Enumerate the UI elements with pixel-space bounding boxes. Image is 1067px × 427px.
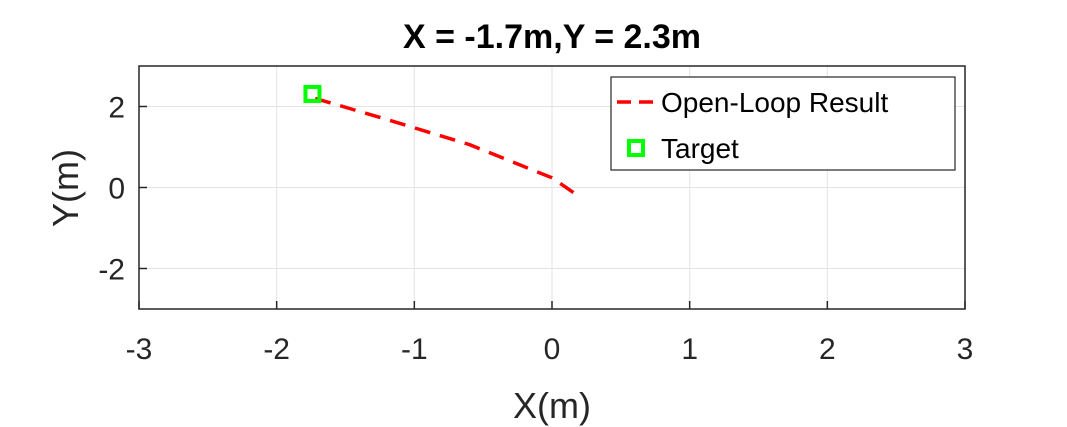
x-tick-label: -3 <box>126 333 153 366</box>
x-tick-label: -2 <box>263 333 290 366</box>
legend-label: Target <box>661 133 739 164</box>
x-tick-label: 3 <box>957 333 974 366</box>
y-tick-label: -2 <box>98 254 125 287</box>
legend-marker-swatch <box>627 139 645 157</box>
x-tick-label: 2 <box>819 333 836 366</box>
x-axis-label: X(m) <box>513 385 591 426</box>
legend-box <box>610 76 956 171</box>
x-tick-label: -1 <box>401 333 428 366</box>
legend-label: Open-Loop Result <box>661 87 888 118</box>
x-tick-label: 0 <box>544 333 561 366</box>
target-marker <box>303 84 322 103</box>
y-tick-label: 2 <box>108 92 125 125</box>
chart-title: X = -1.7m,Y = 2.3m <box>403 18 701 56</box>
open-loop-result-line <box>314 96 578 197</box>
axis-ticks: -3 -2 -1 0 1 2 3 -2 0 2 <box>98 92 973 367</box>
y-tick-label: 0 <box>108 173 125 206</box>
x-tick-label: 1 <box>681 333 698 366</box>
y-axis-label: Y(m) <box>45 149 86 227</box>
legend: Open-Loop Result Target <box>610 76 956 171</box>
series-layer <box>303 84 578 197</box>
